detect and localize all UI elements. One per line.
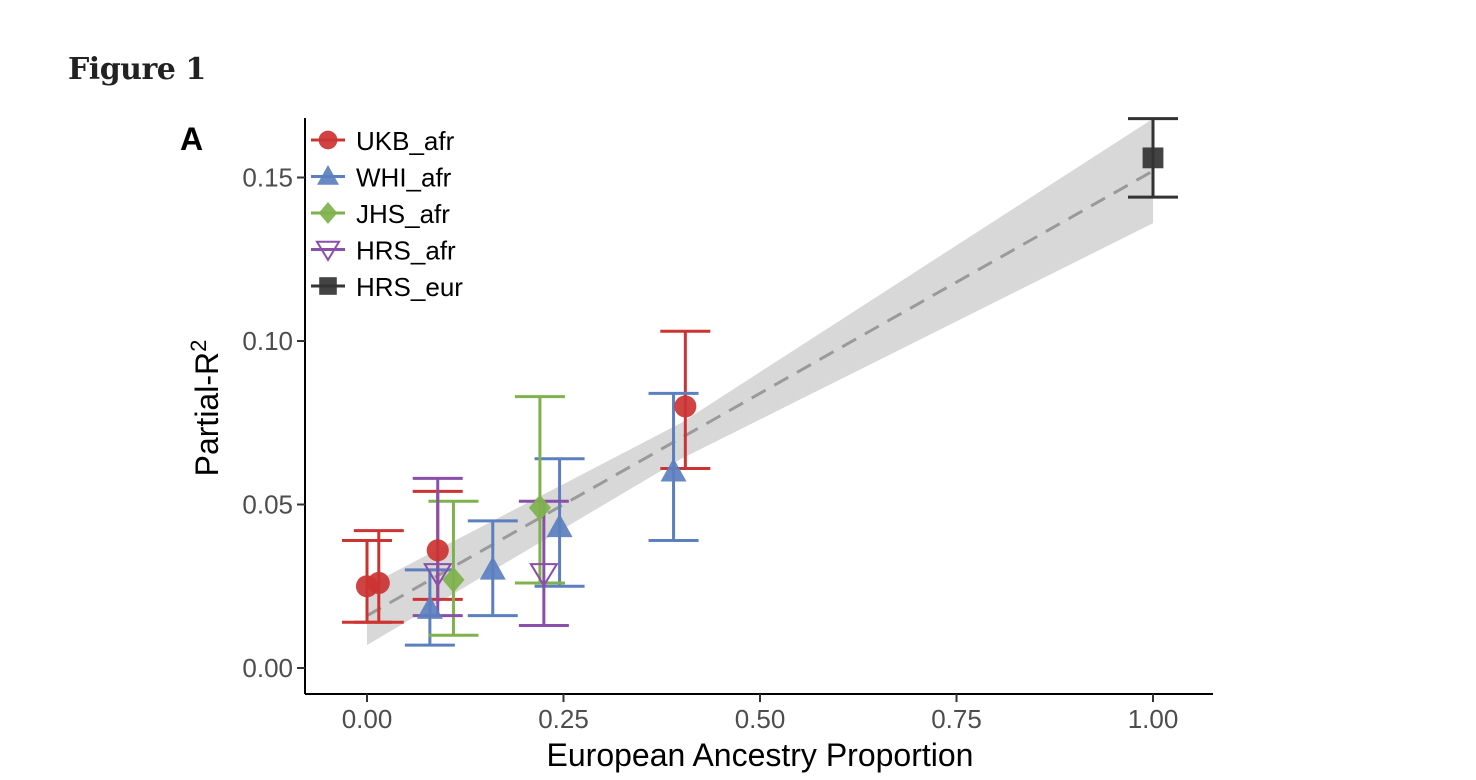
point-WHI_afr [416,595,443,619]
legend-swatch-marker [318,202,338,224]
confidence-band [367,118,1153,646]
fit-line [366,169,1154,617]
point-UKB_afr [674,395,697,418]
point-WHI_afr [479,556,506,580]
legend-item: UKB_afr [311,126,455,156]
legend-label: WHI_afr [356,163,452,193]
panel-label: A [180,121,203,157]
y-axis-title-base: Partial-R [189,352,225,476]
legend-layer: UKB_afr WHI_afr JHS_afr HRS_afr HRS_eur [311,126,463,302]
legend-label: UKB_afr [356,126,455,156]
point-UKB_afr [426,539,449,562]
y-axis-title: Partial-R2 [186,340,225,477]
y-tick-label: 0.00 [242,653,293,683]
y-tick-label: 0.10 [242,326,293,356]
legend-item: JHS_afr [311,199,450,229]
legend-label: HRS_eur [356,272,463,302]
x-tick-label: 0.75 [931,704,982,734]
point-WHI_afr [546,513,573,538]
legend-swatch-marker [318,130,338,150]
figure-title: Figure 1 [68,52,206,87]
point-WHI_afr [660,458,687,482]
point-HRS_eur [1142,147,1164,169]
errorbar-JHS_afr [514,395,565,585]
x-tick-label: 1.00 [1128,704,1179,734]
axes-layer: 0.00 0.25 0.50 0.75 1.00 0.00 0.05 0.10 0.15 [242,118,1213,734]
y-axis-title-superscript: 2 [186,340,211,352]
legend-label: JHS_afr [356,199,450,229]
point-HRS_afr [422,563,453,588]
point-JHS_afr [442,566,465,593]
point-HRS_afr [529,563,559,588]
legend-swatch-marker [317,164,339,185]
legend-item: HRS_afr [311,236,456,266]
y-tick-label: 0.05 [242,490,293,520]
legend-item: HRS_eur [311,272,463,302]
y-tick-label: 0.15 [242,163,293,193]
x-tick-label: 0.50 [735,704,786,734]
marker-layer [355,147,1164,619]
x-axis-title: European Ancestry Proportion [547,737,974,773]
x-tick-label: 0.25 [538,704,589,734]
legend-label: HRS_afr [356,236,456,266]
legend-swatch-marker [319,277,337,295]
legend-item: WHI_afr [311,163,452,193]
x-tick-label: 0.00 [342,704,393,734]
legend-swatch-marker [315,240,341,262]
confidence-band-layer [366,118,1154,646]
point-JHS_afr [528,494,551,521]
point-UKB_afr [367,571,390,595]
